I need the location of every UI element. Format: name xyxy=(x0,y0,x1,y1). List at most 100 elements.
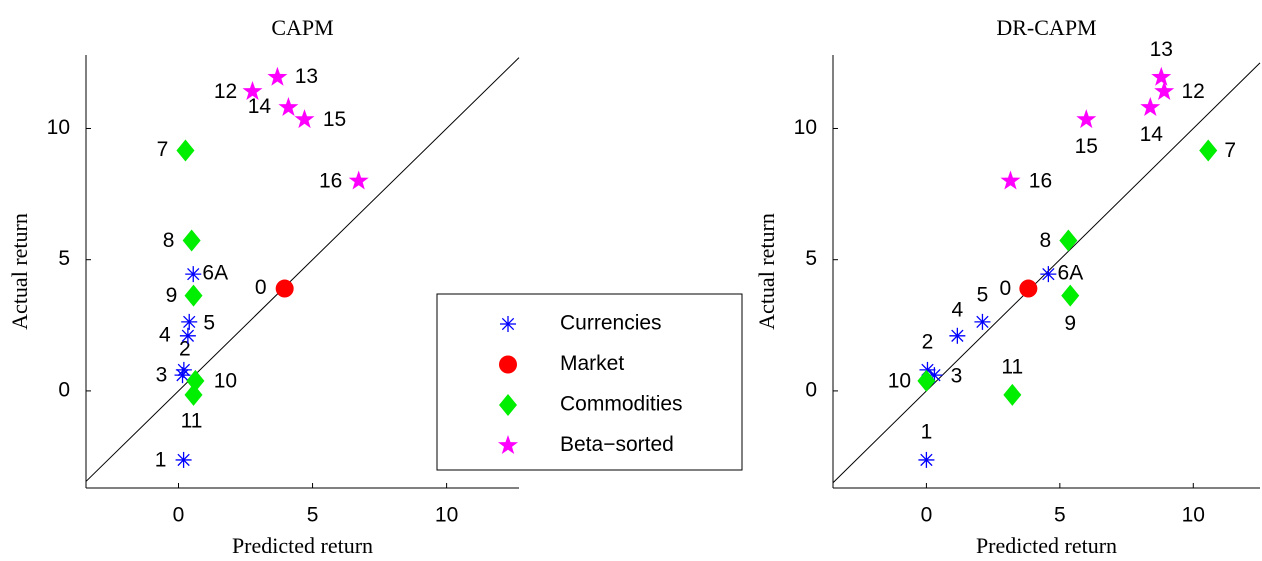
point xyxy=(917,369,936,392)
point-label: 15 xyxy=(323,108,346,131)
asterisk-stroke xyxy=(187,267,200,281)
point xyxy=(181,313,198,330)
point xyxy=(974,313,991,330)
x-tick-label: 10 xyxy=(1182,504,1205,527)
asterisk-stroke xyxy=(976,315,989,329)
point xyxy=(176,139,195,162)
asterisk-stroke xyxy=(920,453,933,467)
point xyxy=(182,229,201,252)
point-label: 8 xyxy=(1040,229,1052,252)
point-label: 4 xyxy=(159,323,171,346)
point-label: 10 xyxy=(888,369,911,392)
point xyxy=(1003,383,1022,406)
legend-box xyxy=(436,293,743,471)
point-label: 7 xyxy=(1224,139,1236,162)
y-tick-label: 10 xyxy=(794,116,817,139)
point xyxy=(949,327,966,344)
legend-marker xyxy=(499,394,517,416)
point-label: 9 xyxy=(1064,312,1076,335)
x-tick-label: 0 xyxy=(921,504,933,527)
point-label: 3 xyxy=(951,365,963,388)
point xyxy=(348,170,369,190)
point xyxy=(184,383,203,406)
point-label: 15 xyxy=(1075,135,1098,158)
asterisk-stroke xyxy=(177,453,190,467)
y-axis-label: Actual return xyxy=(7,213,32,330)
y-axis-label: Actual return xyxy=(754,213,779,330)
point xyxy=(186,369,205,392)
x-axis-label: Predicted return xyxy=(232,533,373,558)
legend-label: Beta−sorted xyxy=(560,433,674,456)
point xyxy=(185,266,202,283)
legend-label: Commodities xyxy=(560,393,683,416)
legend-marker xyxy=(498,435,518,454)
x-tick-label: 5 xyxy=(307,504,319,527)
point-label: 2 xyxy=(922,330,934,353)
point-label: 10 xyxy=(214,369,237,392)
point-label: 9 xyxy=(166,284,178,307)
point xyxy=(267,66,288,86)
point-label: 0 xyxy=(1000,277,1012,300)
x-axis-label: Predicted return xyxy=(976,533,1117,558)
chart-title: CAPM xyxy=(271,15,333,40)
point-label: 8 xyxy=(163,229,175,252)
point xyxy=(278,97,299,116)
point-label: 1 xyxy=(921,420,933,443)
point xyxy=(1000,170,1021,190)
point-label: 14 xyxy=(1140,123,1164,146)
y-tick-label: 10 xyxy=(47,116,70,139)
point-label: 5 xyxy=(203,311,215,334)
point-label: 16 xyxy=(319,170,342,193)
point-label: 11 xyxy=(181,409,203,432)
point-label: 5 xyxy=(977,283,989,306)
asterisk-stroke xyxy=(177,363,191,377)
point xyxy=(1199,139,1218,162)
legend-label: Market xyxy=(560,352,624,375)
point xyxy=(1140,97,1161,116)
point xyxy=(294,109,315,129)
chart-title: DR-CAPM xyxy=(996,15,1096,40)
x-tick-label: 5 xyxy=(1054,504,1066,527)
point xyxy=(1151,66,1172,86)
point-label: 1 xyxy=(155,448,167,471)
point xyxy=(1076,109,1097,129)
point-label: 12 xyxy=(1182,80,1205,103)
point-label: 12 xyxy=(214,80,237,103)
point xyxy=(1019,279,1038,298)
point-label: 2 xyxy=(179,337,191,360)
reference-line xyxy=(85,57,520,482)
y-tick-label: 5 xyxy=(805,247,817,270)
point xyxy=(918,451,935,468)
legend-label: Currencies xyxy=(560,312,662,335)
y-tick-label: 0 xyxy=(58,378,70,401)
legend-marker xyxy=(499,355,517,374)
point xyxy=(1154,81,1175,100)
point xyxy=(275,279,294,298)
point-label: 6A xyxy=(1058,262,1084,285)
x-tick-label: 0 xyxy=(173,504,185,527)
point-label: 3 xyxy=(156,364,168,387)
asterisk-stroke xyxy=(176,368,189,382)
point-label: 7 xyxy=(157,138,169,161)
point-label: 16 xyxy=(1029,170,1052,193)
point xyxy=(175,451,192,468)
point xyxy=(179,327,196,344)
y-tick-label: 5 xyxy=(58,247,70,270)
point-label: 14 xyxy=(248,95,272,118)
asterisk-stroke xyxy=(501,317,515,331)
point-label: 6A xyxy=(202,262,228,285)
point-label: 0 xyxy=(255,276,267,299)
asterisk-stroke xyxy=(1042,267,1055,281)
point xyxy=(174,367,191,384)
point xyxy=(1061,284,1080,307)
point xyxy=(184,284,203,307)
point-label: 11 xyxy=(1001,355,1023,378)
x-tick-label: 10 xyxy=(435,504,458,527)
point xyxy=(242,81,263,100)
asterisk-stroke xyxy=(181,329,195,342)
point-label: 13 xyxy=(1150,38,1173,61)
point-label: 4 xyxy=(952,298,964,321)
point xyxy=(1059,229,1078,252)
point xyxy=(1040,266,1057,283)
